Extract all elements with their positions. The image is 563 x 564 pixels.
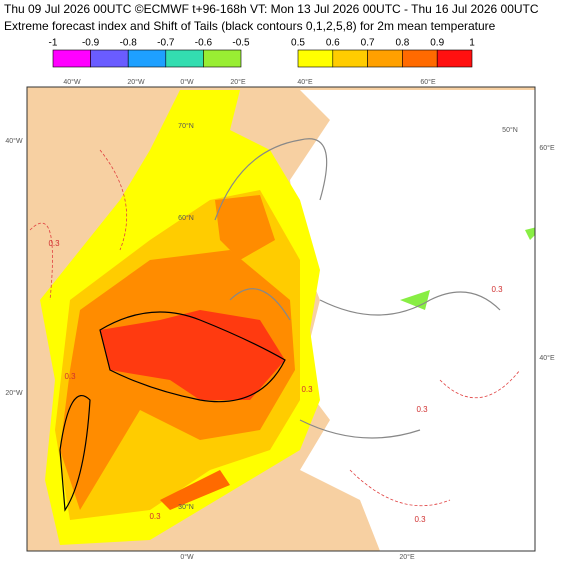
legend-label: 1 (469, 38, 475, 49)
latitude-label: 70°N (178, 122, 194, 130)
contour-label: 0.3 (48, 239, 60, 248)
longitude-label: 60°E (539, 144, 555, 152)
legend-label: -0.6 (195, 38, 213, 49)
contour-label: 0.3 (414, 515, 426, 524)
legend-swatch (52, 49, 91, 68)
legend-label: -0.8 (120, 38, 138, 49)
contour-label: 0.3 (301, 385, 313, 394)
legend-swatch (297, 49, 334, 68)
longitude-label: 0°W (180, 78, 194, 86)
header-line: Thu 09 Jul 2026 00UTC ©ECMWF t+96-168h V… (4, 2, 539, 16)
legend-swatch (402, 49, 438, 68)
legend-label: -0.9 (82, 38, 100, 49)
contour-line (29, 149, 521, 507)
legend-label: 0.9 (430, 38, 444, 49)
sot-contour (59, 311, 286, 512)
efi-area (400, 227, 535, 310)
map-labels: 70°N 60°N 50°N 30°N 0.3 0.3 0.3 0.3 0.3 0.3 0.3 (48, 122, 517, 524)
legend-label: 0.5 (291, 38, 305, 49)
contour-label: 0.3 (149, 512, 161, 521)
longitude-label: 0°W (180, 553, 194, 561)
land-area (290, 90, 535, 551)
legend: -1 -0.9 -0.8 -0.7 -0.6 -0.5 0.5 0.6 0.7 0.8 0.9 1 (49, 38, 475, 68)
latitude-label: 30°N (178, 503, 194, 511)
efi-area (160, 470, 230, 510)
legend-swatch (165, 49, 204, 68)
graticule-labels: 40°W 20°W 0°W 20°E 40°E 60°E 40°W 20°W 60°E 40°E 0… (5, 78, 555, 561)
header-line: Extreme forecast index and Shift of Tail… (4, 19, 496, 33)
legend-swatch (203, 49, 242, 68)
longitude-label: 20°W (127, 78, 145, 86)
efi-area (215, 195, 275, 260)
contour-label: 0.3 (416, 405, 428, 414)
longitude-label: 20°E (399, 553, 415, 561)
contour-label: 0.3 (491, 285, 503, 294)
map-frame (26, 86, 536, 552)
legend-label: -0.7 (157, 38, 175, 49)
legend-swatch (127, 49, 167, 68)
coastline (214, 138, 501, 439)
longitude-label: 40°E (297, 78, 313, 86)
longitude-label: 40°W (5, 137, 23, 145)
legend-label: -0.5 (232, 38, 250, 49)
longitude-label: 40°E (539, 354, 555, 362)
longitude-label: 20°W (5, 389, 23, 397)
legend-swatch (332, 49, 368, 68)
longitude-label: 60°E (420, 78, 436, 86)
legend-swatch (367, 49, 403, 68)
legend-swatch (90, 49, 129, 68)
efi-area (100, 310, 285, 400)
legend-label: 0.7 (361, 38, 375, 49)
latitude-label: 50°N (502, 126, 518, 134)
legend-label: 0.6 (326, 38, 340, 49)
longitude-label: 40°W (63, 78, 81, 86)
legend-label: 0.8 (395, 38, 409, 49)
contour-label: 0.3 (64, 372, 76, 381)
legend-swatch (436, 49, 473, 68)
legend-label: -1 (49, 38, 58, 49)
longitude-label: 20°E (230, 78, 246, 86)
latitude-label: 60°N (178, 214, 194, 222)
map: 70°N 60°N 50°N 30°N 0.3 0.3 0.3 0.3 0.3 0.3 0.3 (27, 87, 535, 551)
